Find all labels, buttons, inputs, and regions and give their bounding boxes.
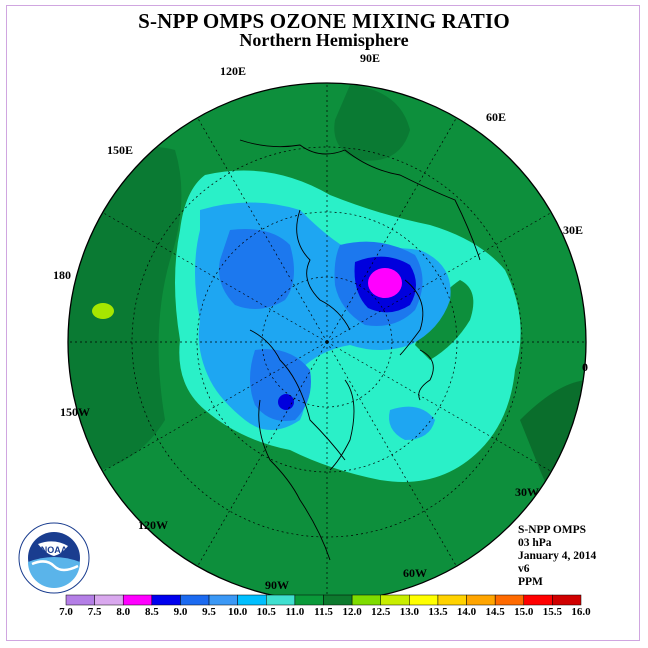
colorbar-swatch (151, 594, 181, 606)
colorbar-swatch (409, 594, 439, 606)
colorbar-tick-label: 13.0 (399, 606, 419, 618)
meridian-line (197, 117, 328, 343)
region-8.5-9 (368, 268, 402, 298)
lon-label-60e: 60E (486, 110, 507, 124)
meridian-line (102, 212, 328, 343)
colorbar-tick-label: 7.0 (59, 606, 73, 618)
colorbar-swatch (494, 594, 525, 606)
lon-label-120w: 120W (138, 518, 168, 532)
info-block: S-NPP OMPS 03 hPa January 4, 2014 v6 PPM (518, 524, 596, 589)
colorbar-tick-label: 13.5 (428, 606, 448, 618)
colorbar-tick-label: 9.0 (173, 606, 188, 618)
lon-label-90w: 90W (265, 578, 289, 592)
meridian-line (197, 341, 328, 567)
colorbar-swatch (523, 594, 553, 606)
lon-label-30e: 30E (563, 223, 584, 237)
lon-label-120e: 120E (220, 64, 247, 78)
colorbar-swatch (237, 594, 267, 606)
lon-label-60w: 60W (403, 566, 427, 580)
region-11-east-insert (415, 280, 474, 360)
colorbar-swatch (122, 594, 153, 606)
colorbar-swatch (65, 594, 95, 606)
info-version: v6 (518, 563, 530, 575)
region-12-12.5 (92, 303, 114, 319)
colorbar (65, 594, 582, 606)
info-date: January 4, 2014 (518, 550, 597, 562)
colorbar-tick-label: 11.0 (285, 606, 305, 618)
lon-label-30w: 30W (515, 485, 539, 499)
colorbar-swatch (208, 594, 238, 606)
map-subtitle: Northern Hemisphere (239, 30, 409, 50)
colorbar-swatch (94, 594, 124, 606)
colorbar-tick-label: 12.5 (371, 606, 391, 618)
lon-label-0: 0 (582, 360, 588, 374)
colorbar-tick-label: 7.5 (87, 606, 102, 618)
ozone-field (68, 83, 586, 601)
colorbar-swatch (180, 594, 210, 606)
colorbar-tick-label: 15.0 (514, 606, 534, 618)
colorbar-swatch (351, 594, 381, 606)
colorbar-tick-label: 11.5 (314, 606, 333, 618)
noaa-logo-text: NOAA (41, 545, 68, 555)
colorbar-swatch (437, 594, 467, 606)
lon-label-150e: 150E (107, 143, 134, 157)
image-frame (6, 5, 640, 641)
region-9-small (278, 394, 294, 410)
info-instrument: S-NPP OMPS (518, 524, 587, 536)
colorbar-tick-label: 14.0 (456, 606, 477, 618)
colorbar-tick-label: 8.5 (144, 606, 159, 618)
colorbar-tick-label: 15.5 (542, 606, 562, 618)
meridian-line (326, 117, 457, 343)
region-11.5-12-north (334, 85, 410, 161)
coastlines (239, 139, 481, 561)
meridian-line (326, 341, 552, 472)
colorbar-tick-label: 9.5 (202, 606, 216, 618)
region-11.5-12-west (68, 147, 182, 470)
region-10-atlantic (389, 406, 435, 440)
lon-label-150w: 150W (60, 405, 90, 419)
colorbar-swatch (294, 594, 324, 606)
colorbar-tick-label: 10.5 (256, 606, 276, 618)
colorbar-swatch (380, 594, 410, 606)
map-title: S-NPP OMPS OZONE MIXING RATIO (138, 9, 510, 33)
colorbar-swatch (266, 594, 296, 606)
colorbar-swatch (323, 594, 353, 606)
colorbar-tick-label: 10.0 (228, 606, 248, 618)
info-unit: PPM (518, 576, 543, 588)
colorbar-tick-label: 8.0 (116, 606, 131, 618)
colorbar-tick-label: 12.0 (342, 606, 362, 618)
lon-label-90e: 90E (360, 51, 381, 65)
meridian-line (326, 341, 457, 567)
colorbar-tick-label: 16.0 (571, 606, 591, 618)
colorbar-swatch (466, 594, 496, 606)
meridian-line (326, 212, 552, 343)
noaa-logo: NOAA (18, 522, 90, 594)
region-9.5-10-a (219, 229, 294, 309)
colorbar-tick-label: 14.5 (485, 606, 505, 618)
region-9.5-10-b (250, 349, 311, 421)
lon-label-180: 180 (53, 268, 71, 282)
info-level: 03 hPa (518, 537, 552, 549)
meridians (68, 83, 586, 601)
colorbar-swatch (552, 594, 582, 606)
meridian-line (102, 341, 328, 472)
